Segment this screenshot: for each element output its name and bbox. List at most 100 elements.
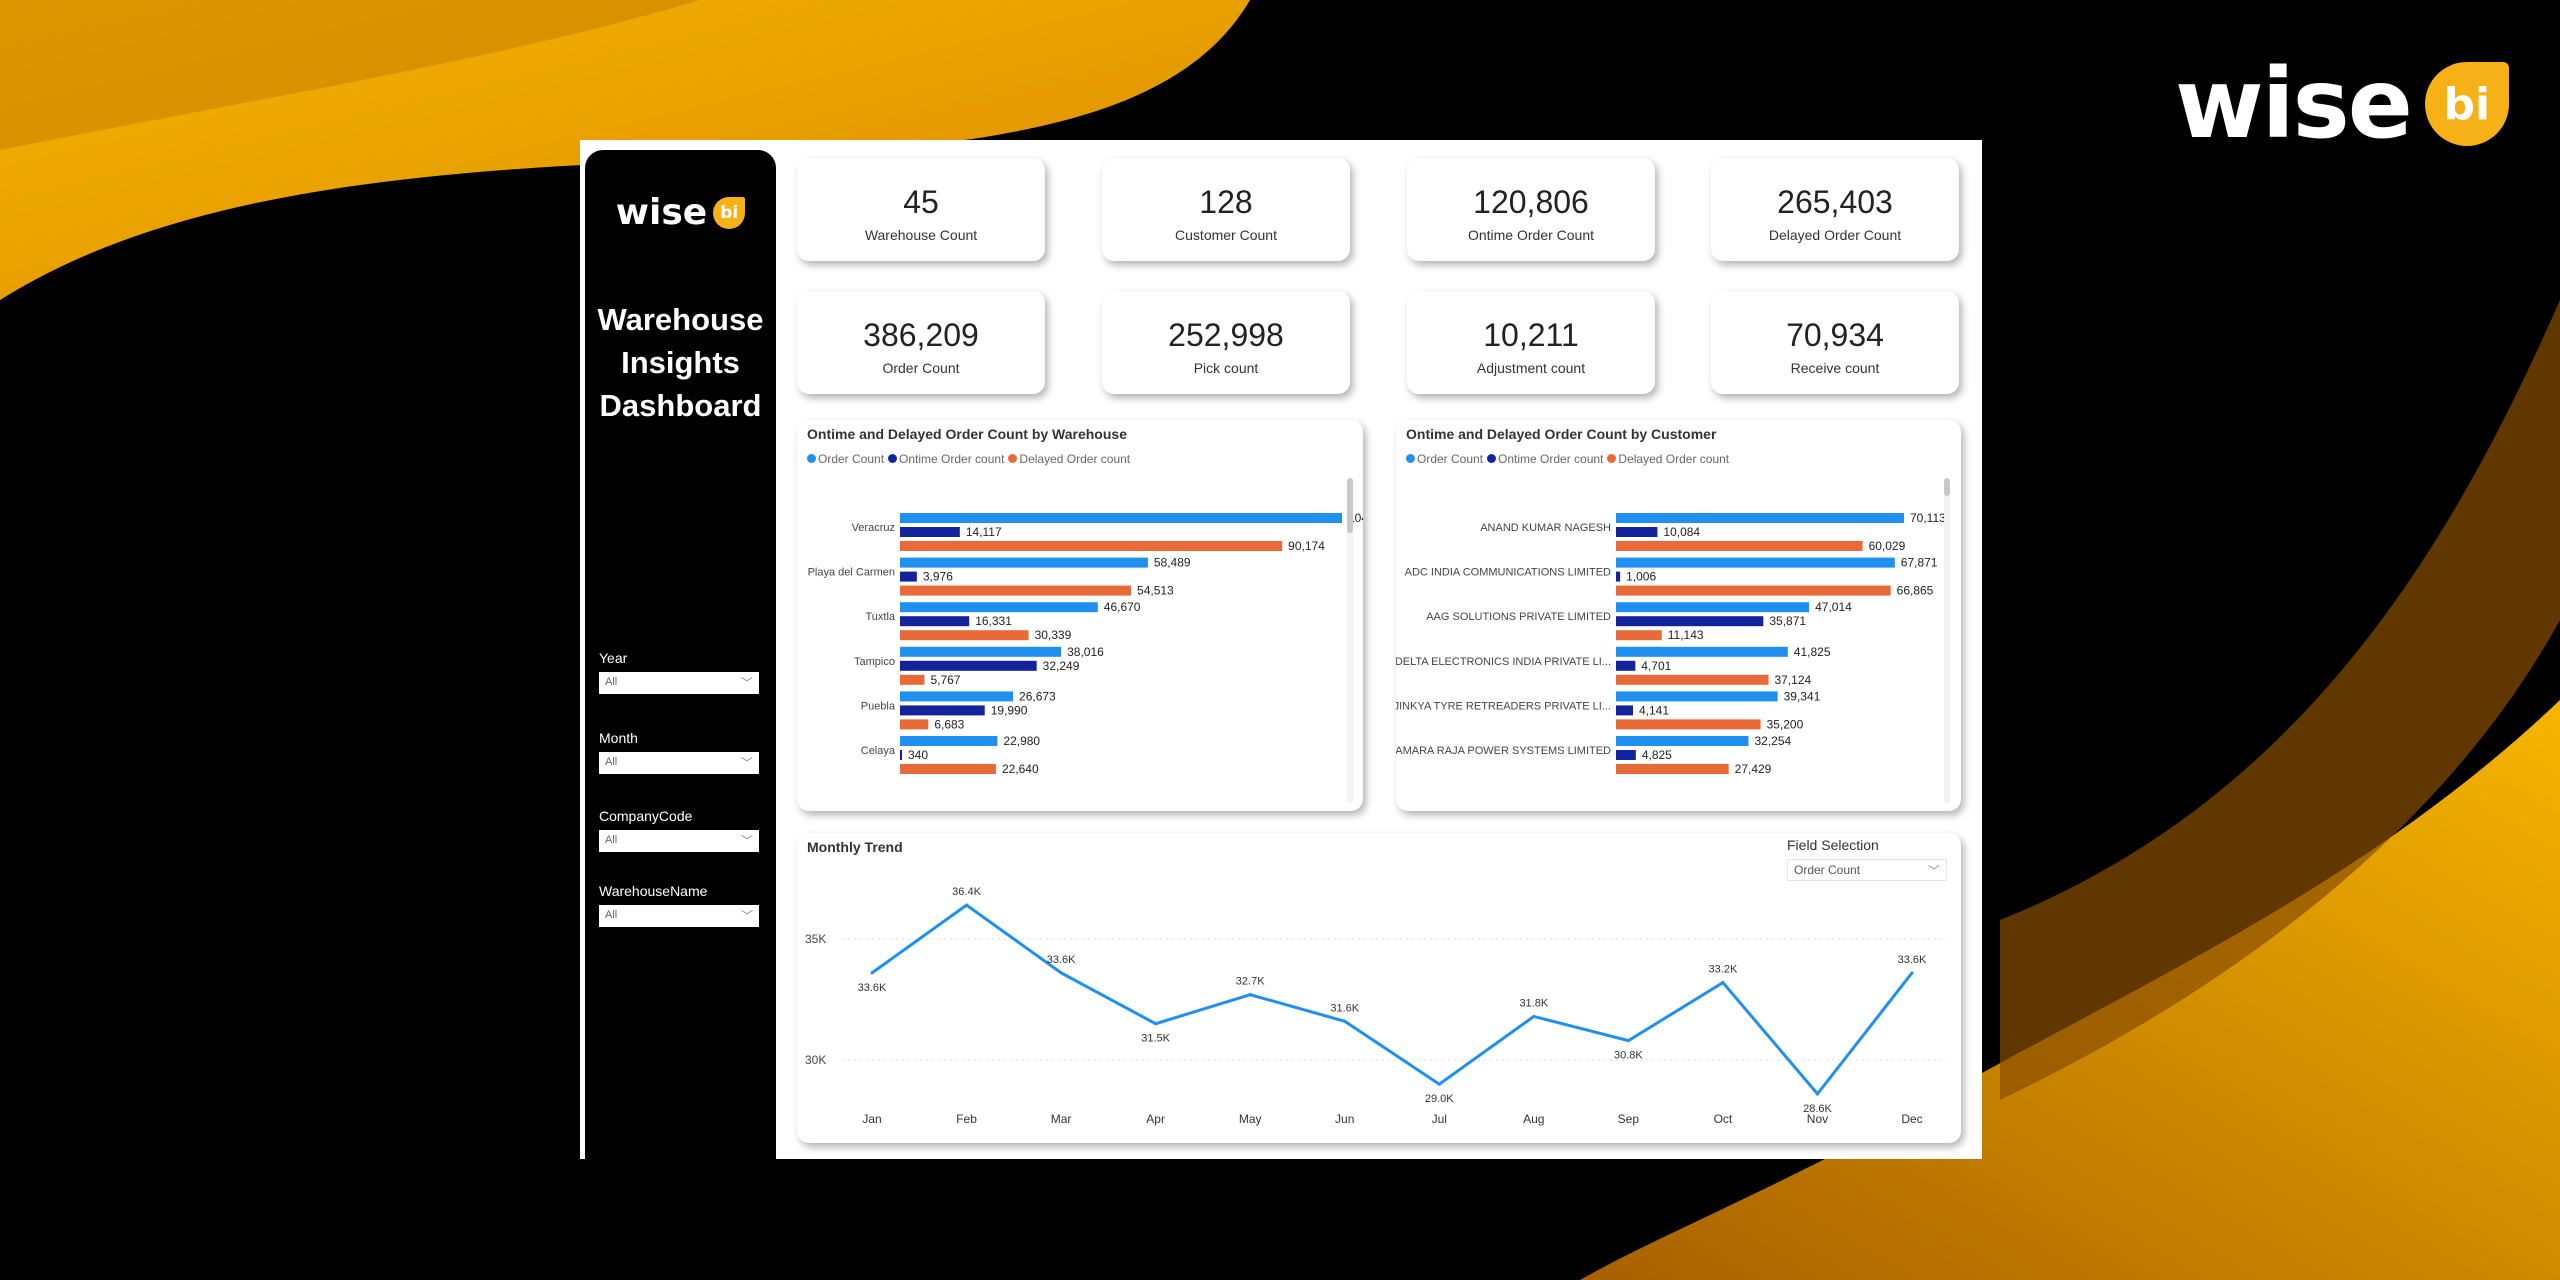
legend-order-count: Order Count bbox=[807, 452, 884, 466]
sidebar: wise bi Warehouse Insights Dashboard Yea… bbox=[585, 150, 776, 1160]
bar bbox=[1616, 660, 1636, 671]
bar bbox=[1616, 719, 1761, 730]
bar bbox=[900, 527, 960, 537]
data-label: 54,513 bbox=[1137, 584, 1174, 598]
bar bbox=[1616, 616, 1764, 627]
x-tick-label: Dec bbox=[1901, 1112, 1922, 1126]
data-label: 30.8K bbox=[1614, 1050, 1643, 1062]
month-dropdown[interactable]: All ﹀ bbox=[599, 752, 759, 774]
customer-chart-card: Ontime and Delayed Order Count by Custom… bbox=[1396, 420, 1961, 811]
legend-delayed: Delayed Order count bbox=[1607, 452, 1729, 466]
bar bbox=[1616, 674, 1769, 685]
bar bbox=[900, 541, 1283, 551]
dropdown-value: All bbox=[605, 834, 618, 846]
data-label: 32.7K bbox=[1236, 976, 1265, 988]
warehousename-dropdown[interactable]: All ﹀ bbox=[599, 905, 759, 927]
data-label: 4,701 bbox=[1641, 659, 1671, 673]
data-label: 33.6K bbox=[858, 982, 887, 994]
data-point bbox=[1532, 1014, 1536, 1018]
y-tick-label: 30K bbox=[805, 1053, 826, 1067]
data-label: 27,429 bbox=[1735, 762, 1772, 776]
legend-order-count: Order Count bbox=[1406, 452, 1483, 466]
chart-title: Monthly Trend bbox=[807, 839, 903, 855]
logo-wordmark: wise bbox=[2175, 48, 2413, 160]
data-label: 30,339 bbox=[1035, 628, 1072, 642]
data-label: 14,117 bbox=[966, 525, 1002, 539]
category-label: DELTA ELECTRONICS INDIA PRIVATE LI... bbox=[1396, 656, 1611, 668]
bar bbox=[900, 571, 917, 582]
bar bbox=[1616, 557, 1895, 568]
field-selection-dropdown[interactable]: Order Count ﹀ bbox=[1787, 859, 1947, 881]
data-label: 5,767 bbox=[930, 673, 960, 687]
data-point bbox=[965, 903, 969, 907]
x-tick-label: Jul bbox=[1432, 1112, 1447, 1126]
data-label: 31.8K bbox=[1519, 997, 1548, 1009]
category-label: Tampico bbox=[854, 656, 895, 668]
kpi-value: 10,211 bbox=[1483, 317, 1579, 353]
filter-label: CompanyCode bbox=[599, 808, 693, 824]
data-label: 32,254 bbox=[1754, 734, 1791, 748]
data-label: 58,489 bbox=[1154, 556, 1191, 570]
chart-scrollbar[interactable] bbox=[1347, 478, 1353, 803]
data-point bbox=[1910, 971, 1914, 975]
monthly-line-chart: 35K 30K 33.6K Jan 36.4K Feb 33.6K Mar 31.5K Apr 32… bbox=[805, 886, 1947, 1126]
legend-ontime: Ontime Order count bbox=[888, 452, 1004, 466]
chevron-down-icon: ﹀ bbox=[740, 834, 753, 848]
year-dropdown[interactable]: All ﹀ bbox=[599, 672, 759, 694]
kpi-card: 128 Customer Count bbox=[1102, 158, 1350, 261]
kpi-label: Delayed Order Count bbox=[1768, 227, 1902, 243]
bar bbox=[1616, 646, 1788, 657]
x-tick-label: Sep bbox=[1618, 1112, 1640, 1126]
kpi-value: 252,998 bbox=[1168, 317, 1284, 353]
chart-legend: Order Count Ontime Order count Delayed O… bbox=[807, 452, 1130, 466]
y-tick-label: 35K bbox=[805, 932, 826, 946]
bar bbox=[1616, 630, 1662, 641]
kpi-card: 120,806 Ontime Order Count bbox=[1407, 158, 1655, 261]
bar bbox=[900, 557, 1148, 568]
data-label: 340 bbox=[908, 748, 928, 762]
data-label: 11,143 bbox=[1668, 628, 1704, 642]
kpi-value: 128 bbox=[1199, 184, 1253, 220]
data-label: 28.6K bbox=[1803, 1103, 1832, 1115]
wisebi-logo: wise bi bbox=[2175, 48, 2509, 160]
chevron-down-icon: ﹀ bbox=[740, 909, 753, 923]
logo-badge: bi bbox=[713, 196, 746, 229]
data-label: 19,990 bbox=[991, 703, 1028, 717]
data-label: 10,084 bbox=[1663, 525, 1700, 539]
kpi-card: 45 Warehouse Count bbox=[797, 158, 1045, 261]
data-label: 67,871 bbox=[1901, 556, 1938, 570]
bar bbox=[1616, 705, 1634, 716]
data-label: 3,976 bbox=[923, 570, 953, 584]
category-label: Celaya bbox=[861, 745, 896, 757]
data-label: 1,006 bbox=[1626, 570, 1656, 584]
category-label: Tuxtla bbox=[865, 611, 895, 623]
data-label: 26,673 bbox=[1019, 689, 1056, 703]
category-label: AAG SOLUTIONS PRIVATE LIMITED bbox=[1426, 611, 1611, 623]
data-label: 35,871 bbox=[1769, 614, 1806, 628]
data-label: 6,683 bbox=[934, 717, 964, 731]
data-point bbox=[1721, 981, 1725, 985]
filter-label: Year bbox=[599, 650, 628, 666]
kpi-value: 45 bbox=[903, 184, 939, 220]
data-label: 41,825 bbox=[1794, 645, 1831, 659]
chart-scrollbar[interactable] bbox=[1944, 478, 1950, 803]
bar bbox=[900, 616, 970, 627]
filter-warehousename: WarehouseName All ﹀ bbox=[599, 883, 759, 927]
data-label: 35,200 bbox=[1767, 717, 1804, 731]
data-label: 66,865 bbox=[1897, 584, 1934, 598]
data-point bbox=[1248, 993, 1252, 997]
data-label: 33.6K bbox=[1898, 954, 1927, 966]
data-label: 37,124 bbox=[1774, 673, 1811, 687]
data-label: 36.4K bbox=[952, 886, 981, 898]
kpi-label: Pick count bbox=[1193, 360, 1259, 376]
data-point bbox=[1815, 1092, 1819, 1096]
bar bbox=[1616, 750, 1636, 760]
kpi-label: Customer Count bbox=[1175, 227, 1277, 243]
category-label: AMARA RAJA POWER SYSTEMS LIMITED bbox=[1396, 745, 1611, 757]
kpi-label: Warehouse Count bbox=[864, 227, 978, 243]
bar bbox=[900, 705, 985, 716]
x-tick-label: Jun bbox=[1335, 1112, 1354, 1126]
data-label: 33.2K bbox=[1709, 964, 1738, 976]
companycode-dropdown[interactable]: All ﹀ bbox=[599, 830, 759, 852]
bar bbox=[1616, 541, 1863, 551]
